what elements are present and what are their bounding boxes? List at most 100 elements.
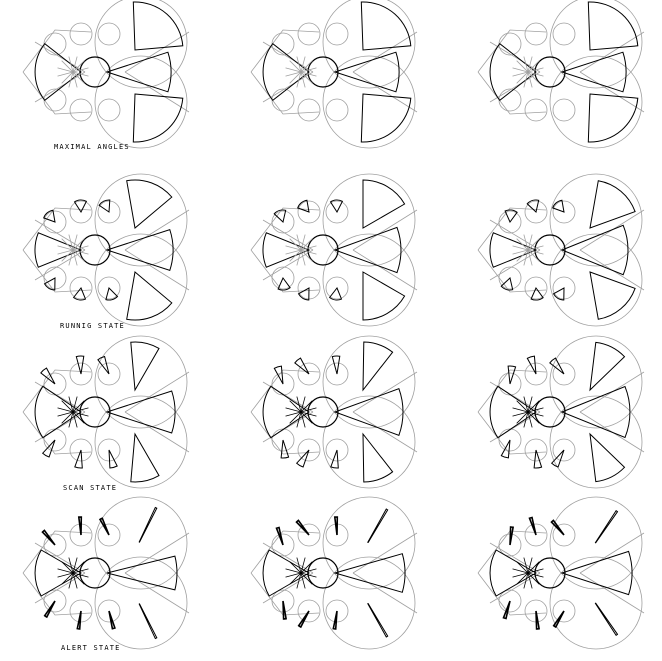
leg-joint-circle (552, 200, 576, 224)
leg-joint-sector (535, 610, 541, 630)
robot-body (534, 396, 566, 428)
leg-joint-sector (108, 610, 116, 630)
state-label-alert: ALERT STATE (61, 644, 121, 652)
leg-joint-sector (277, 277, 291, 291)
leg-joint-sector (549, 357, 565, 375)
leg-joint-circle (297, 22, 321, 46)
leg-joint-sector (500, 439, 511, 459)
leg-joint-sector (108, 449, 118, 469)
range-arc-upper (322, 173, 416, 267)
leg-joint-sector (98, 517, 110, 536)
leg-joint-sector (504, 209, 518, 223)
leg-joint-sector (41, 529, 56, 546)
leg-ray-line (57, 568, 89, 578)
leg-joint-circle (43, 533, 67, 557)
leg-joint-sector (74, 449, 83, 469)
frame-outline (477, 29, 547, 115)
leg-joint-sector (552, 287, 565, 301)
range-arc-lower (549, 233, 643, 327)
front-sensor-sector (333, 51, 400, 93)
lower-wing-sector (367, 603, 389, 638)
front-sensor-sector (105, 228, 174, 272)
range-arc-lower (549, 55, 643, 149)
leg-joint-circle (297, 599, 321, 623)
front-sensor-sector (105, 390, 176, 434)
leg-joint-sector (43, 600, 56, 619)
leg-joint-sector (526, 199, 540, 213)
rear-shield-sector (34, 42, 82, 102)
robot-state-4-2 (250, 496, 418, 650)
leg-joint-circle (69, 98, 93, 122)
guide-lines (262, 371, 418, 453)
leg-joint-sector (528, 516, 537, 536)
robot-body (307, 396, 339, 428)
leg-joint-sector (98, 199, 111, 213)
leg-joint-sector (282, 600, 288, 620)
leg-joint-circle (524, 276, 548, 300)
robot-body (307, 557, 339, 589)
leg-joint-circle (524, 22, 548, 46)
leg-joint-circle (297, 98, 321, 122)
range-arc-upper (94, 335, 188, 429)
upper-wing-sector (589, 180, 636, 229)
lower-wing-sector (589, 432, 626, 483)
leg-joint-circle (552, 22, 576, 46)
leg-joint-circle (524, 98, 548, 122)
leg-joint-sector (43, 277, 56, 291)
range-arc-lower (322, 233, 416, 327)
leg-joint-sector (72, 287, 87, 301)
leg-joint-circle (325, 438, 349, 462)
leg-joint-circle (325, 98, 349, 122)
guide-lines (262, 209, 418, 291)
frame-outline (22, 369, 92, 455)
range-arc-lower (94, 233, 188, 327)
guide-lines (34, 209, 190, 291)
leg-joint-circle (325, 200, 349, 224)
range-arc-lower (549, 395, 643, 489)
state-label-scan: SCAN STATE (63, 484, 118, 492)
leg-joint-sector (509, 526, 515, 546)
rear-shield-sector (34, 385, 82, 439)
leg-joint-sector (105, 287, 119, 301)
leg-ray-line (512, 245, 544, 255)
leg-joint-circle (524, 362, 548, 386)
front-sensor-sector (560, 550, 633, 596)
range-arc-upper (94, 496, 188, 590)
upper-wing-sector (594, 509, 619, 544)
leg-joint-circle (271, 533, 295, 557)
upper-wing-sector (130, 341, 160, 392)
leg-joint-sector (550, 449, 565, 468)
leg-joint-sector (273, 365, 284, 385)
frame-outline (250, 29, 320, 115)
range-arc-lower (94, 55, 188, 149)
frame-outline (250, 207, 320, 293)
leg-ray-line (57, 245, 89, 255)
leg-joint-sector (331, 355, 341, 375)
leg-joint-circle (552, 438, 576, 462)
guide-lines (489, 371, 645, 453)
leg-joint-sector (75, 355, 85, 375)
upper-wing-sector (360, 1, 412, 51)
range-arc-lower (322, 55, 416, 149)
range-arc-upper (549, 173, 643, 267)
front-sensor-sector (333, 388, 404, 436)
front-sensor-sector (560, 51, 627, 93)
guide-lines (489, 532, 645, 614)
leg-joint-sector (297, 199, 310, 213)
front-sensor-sector (560, 224, 629, 276)
leg-joint-circle (97, 22, 121, 46)
leg-joint-sector (502, 600, 511, 620)
range-arc-upper (549, 335, 643, 429)
range-arc-upper (94, 173, 188, 267)
leg-joint-sector (328, 287, 343, 301)
rear-shield-sector (34, 549, 82, 597)
rear-shield-sector (262, 42, 310, 102)
leg-joint-sector (77, 516, 83, 536)
leg-joint-sector (295, 519, 310, 536)
leg-ray-line (512, 568, 544, 578)
front-sensor-sector (333, 553, 406, 593)
leg-joint-circle (524, 200, 548, 224)
robot-body (534, 557, 566, 589)
leg-joint-sector (43, 209, 56, 223)
